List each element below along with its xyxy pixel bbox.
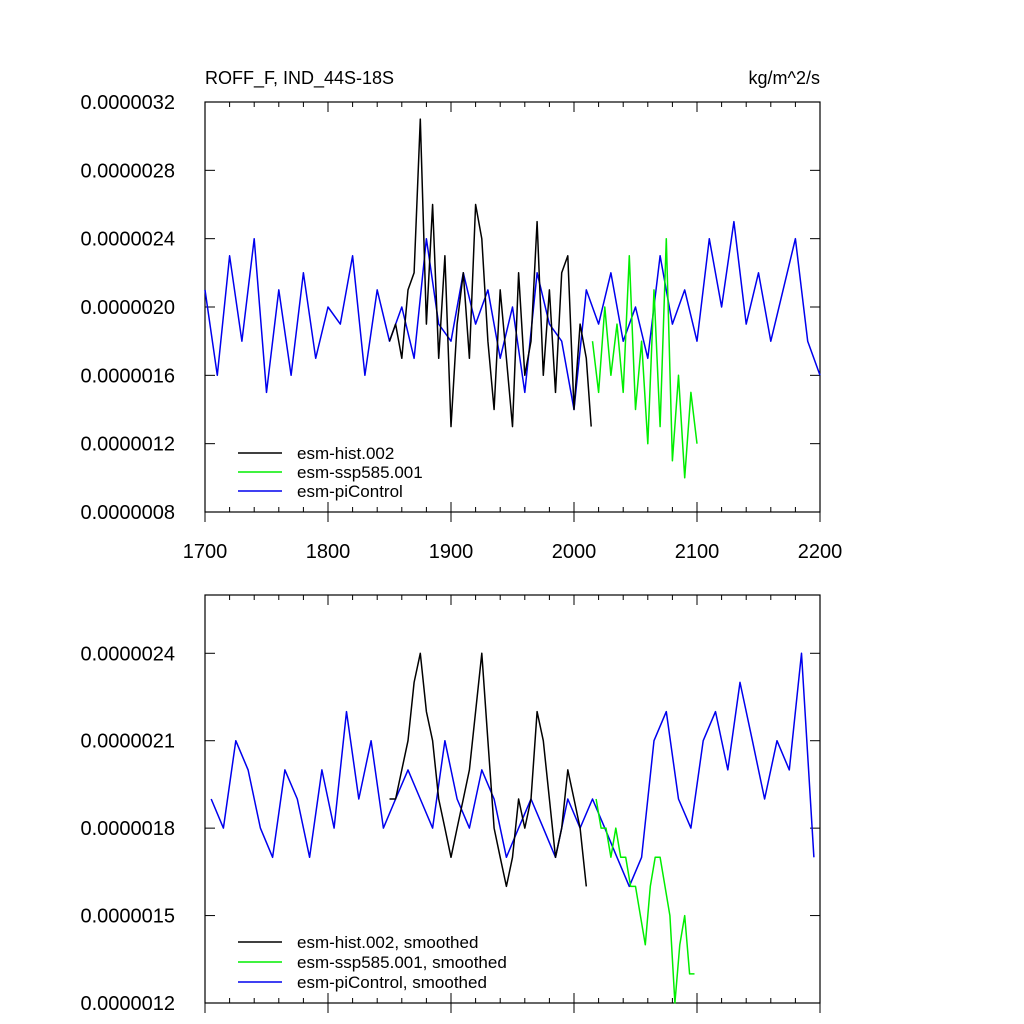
series-line-hist xyxy=(389,652,588,888)
bottom-panel: 0.0000012 0.0000015 0.0000018 0.0000021 0.00… xyxy=(80,594,821,1015)
top-x-ticks: 1700 1800 1900 2000 2100 2200 xyxy=(183,102,843,563)
x-tick-label: 1900 xyxy=(429,541,474,563)
bottom-legend-label-picontrol: esm-piControl, smoothed xyxy=(297,973,487,992)
y-tick-label: 0.0000008 xyxy=(80,502,175,524)
top-legend-label-ssp585: esm-ssp585.001 xyxy=(297,463,423,482)
y-tick-label: 0.0000028 xyxy=(80,160,175,182)
x-tick-label: 2100 xyxy=(675,541,720,563)
bottom-legend-label-ssp585: esm-ssp585.001, smoothed xyxy=(297,953,507,972)
top-legend-label-hist: esm-hist.002 xyxy=(297,444,394,463)
top-series-lines xyxy=(204,118,821,479)
bottom-legend: esm-hist.002, smoothed esm-ssp585.001, s… xyxy=(238,933,507,992)
top-legend-label-picontrol: esm-piControl xyxy=(297,482,403,501)
series-line-ssp585 xyxy=(591,237,698,479)
top-panel: ROFF_F, IND_44S-18S kg/m^2/s 0.00000080.… xyxy=(80,68,842,563)
x-tick-label: 2000 xyxy=(552,541,597,563)
bottom-plot-frame xyxy=(204,594,821,1004)
x-tick-label: 1700 xyxy=(183,541,228,563)
x-tick-label: 2200 xyxy=(798,541,843,563)
y-tick-label: 0.0000024 xyxy=(80,643,175,665)
bottom-series-lines xyxy=(210,652,815,1004)
top-legend: esm-hist.002 esm-ssp585.001 esm-piContro… xyxy=(238,444,423,501)
bottom-x-ticks xyxy=(204,595,821,1013)
y-tick-label: 0.0000018 xyxy=(80,818,175,840)
bottom-y-ticks: 0.0000012 0.0000015 0.0000018 0.0000021 0.00… xyxy=(80,643,820,1015)
y-tick-label: 0.0000020 xyxy=(80,297,175,319)
series-line-hist xyxy=(388,118,592,428)
series-line-ssp585 xyxy=(595,798,695,1004)
y-tick-label: 0.0000012 xyxy=(80,434,175,456)
x-tick-label: 1800 xyxy=(306,541,351,563)
bottom-legend-label-hist: esm-hist.002, smoothed xyxy=(297,933,478,952)
top-units-label: kg/m^2/s xyxy=(749,68,820,88)
y-tick-label: 0.0000032 xyxy=(80,92,175,114)
series-line-picontrol xyxy=(204,220,821,411)
series-line-picontrol xyxy=(210,652,815,888)
top-y-ticks: 0.0000008 0.0000012 0.0000016 0.0000020 0.00… xyxy=(80,92,820,524)
y-tick-label: 0.0000012 xyxy=(80,993,175,1015)
y-tick-label: 0.0000016 xyxy=(80,365,175,387)
y-tick-label: 0.0000021 xyxy=(80,731,175,753)
y-tick-label: 0.0000015 xyxy=(80,906,175,928)
top-chart-title: ROFF_F, IND_44S-18S xyxy=(205,68,394,89)
y-tick-label: 0.0000024 xyxy=(80,229,175,251)
